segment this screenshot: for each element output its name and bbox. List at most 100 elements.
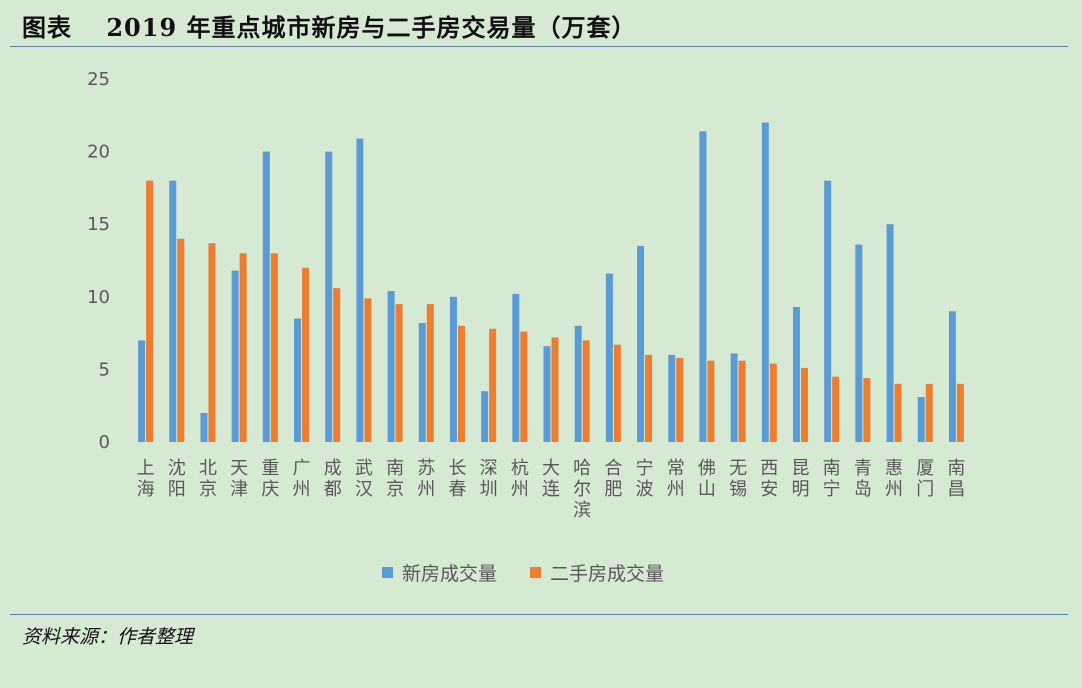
x-tick-label: 佛	[698, 458, 716, 479]
bar-new-house	[730, 353, 738, 442]
x-tick-label: 州	[511, 479, 529, 500]
bar-new-house	[418, 322, 426, 442]
x-axis: 上海沈阳北京天津重庆广州成都武汉南京苏州长春深圳杭州大连哈尔滨合肥宁波常州佛山无…	[137, 458, 966, 521]
x-tick-label: 上	[137, 458, 155, 479]
legend-swatch-new	[382, 567, 393, 578]
x-tick-label: 北	[199, 458, 217, 479]
y-tick-label: 15	[87, 214, 110, 235]
x-tick-label: 无	[729, 458, 747, 479]
x-tick-label: 阳	[168, 479, 186, 500]
y-axis: 0 5 10 15 20 25	[87, 69, 110, 453]
bar-new-house	[169, 180, 177, 442]
bottom-divider	[10, 614, 1068, 615]
x-tick-label: 昌	[947, 479, 965, 500]
x-tick-label: 大	[542, 458, 560, 479]
bar-second-hand	[800, 367, 808, 442]
bar-second-hand	[395, 304, 403, 442]
bar-second-hand	[582, 340, 590, 442]
x-tick-label: 沈	[168, 458, 186, 479]
bar-second-hand	[364, 298, 372, 442]
x-tick-label: 昆	[791, 458, 809, 479]
bar-second-hand	[208, 243, 216, 442]
bar-second-hand	[925, 383, 933, 442]
x-tick-label: 岛	[854, 479, 872, 500]
bar-new-house	[481, 391, 489, 442]
x-tick-label: 厦	[916, 458, 934, 479]
bar-second-hand	[302, 267, 310, 442]
x-tick-label: 安	[760, 479, 778, 500]
bar-new-house	[387, 290, 395, 442]
bar-second-hand	[489, 328, 497, 442]
bar-second-hand	[894, 383, 902, 442]
bar-new-house	[699, 131, 707, 442]
x-tick-label: 惠	[885, 458, 903, 479]
x-tick-label: 肥	[604, 479, 622, 500]
x-tick-label: 哈	[573, 458, 591, 479]
bar-new-house	[325, 151, 333, 442]
bar-new-house	[543, 346, 551, 442]
x-tick-label: 连	[542, 479, 560, 500]
x-tick-label: 都	[324, 479, 342, 500]
x-tick-label: 深	[480, 458, 498, 479]
x-tick-label: 京	[386, 479, 404, 500]
bar-second-hand	[457, 325, 465, 442]
x-tick-label: 州	[417, 479, 435, 500]
x-tick-label: 海	[137, 479, 155, 500]
x-tick-label: 门	[916, 479, 934, 500]
bar-second-hand	[146, 180, 154, 442]
x-tick-label: 杭	[511, 458, 529, 479]
x-tick-label: 武	[355, 458, 373, 479]
x-tick-label: 尔	[573, 479, 591, 500]
x-tick-label: 州	[667, 479, 685, 500]
bar-new-house	[231, 270, 239, 442]
bar-second-hand	[738, 360, 746, 442]
y-tick-label: 20	[87, 142, 110, 163]
bar-second-hand	[426, 304, 434, 442]
x-tick-label: 滨	[573, 500, 591, 521]
x-tick-label: 山	[698, 479, 716, 500]
bar-second-hand	[769, 363, 777, 442]
bar-second-hand	[676, 357, 684, 442]
x-tick-label: 圳	[480, 479, 498, 500]
x-tick-label: 京	[199, 479, 217, 500]
x-tick-label: 明	[791, 479, 809, 500]
bar-new-house	[262, 151, 270, 442]
bar-new-house	[637, 245, 645, 442]
bar-second-hand	[863, 378, 871, 442]
x-tick-label: 南	[947, 458, 965, 479]
y-tick-label: 25	[87, 69, 110, 90]
bar-new-house	[855, 244, 863, 442]
x-tick-label: 津	[230, 479, 248, 500]
legend-label: 二手房成交量	[550, 563, 664, 585]
bar-second-hand	[333, 288, 341, 442]
bar-new-house	[356, 138, 364, 443]
legend-label: 新房成交量	[402, 563, 497, 585]
bar-second-hand	[177, 238, 185, 442]
x-tick-label: 州	[885, 479, 903, 500]
x-tick-label: 苏	[417, 458, 435, 479]
x-tick-label: 庆	[261, 479, 279, 500]
bar-new-house	[948, 311, 956, 442]
x-tick-label: 广	[293, 458, 311, 479]
bar-new-house	[294, 318, 302, 442]
bar-new-house	[200, 412, 208, 442]
bar-new-house	[512, 293, 520, 442]
x-tick-label: 长	[448, 458, 466, 479]
x-tick-label: 天	[230, 458, 248, 479]
bar-new-house	[605, 273, 613, 442]
x-tick-label: 州	[293, 479, 311, 500]
bar-second-hand	[613, 344, 621, 442]
bar-second-hand	[551, 337, 559, 442]
bar-new-house	[886, 224, 894, 442]
x-tick-label: 西	[760, 458, 778, 479]
y-tick-label: 5	[99, 359, 110, 380]
x-tick-label: 成	[324, 458, 342, 479]
x-tick-label: 波	[636, 479, 654, 500]
x-tick-label: 汉	[355, 479, 373, 500]
bar-second-hand	[707, 360, 715, 442]
bar-second-hand	[520, 331, 528, 442]
bar-second-hand	[956, 383, 964, 442]
bar-new-house	[824, 180, 832, 442]
x-tick-label: 宁	[823, 479, 841, 500]
